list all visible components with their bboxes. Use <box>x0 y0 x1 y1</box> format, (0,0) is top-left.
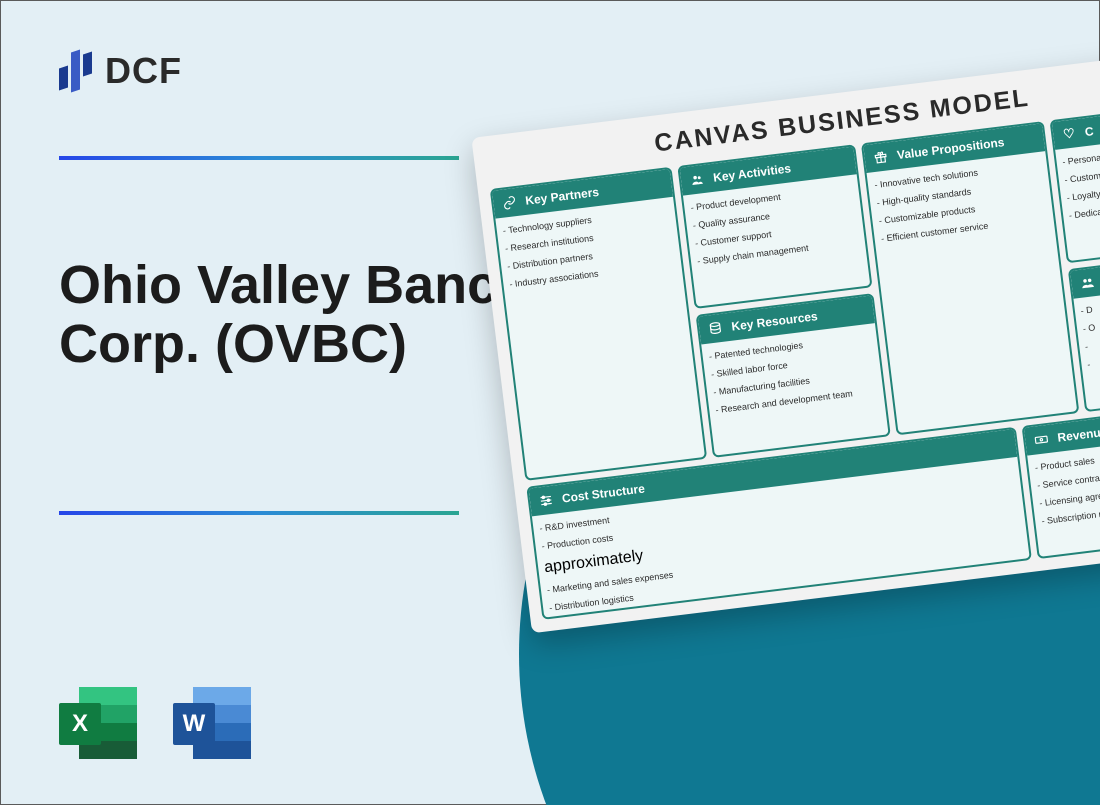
block-key-resources: Key Resources - Patented technologies - … <box>696 293 891 458</box>
block-value-propositions: Value Propositions - Innovative tech sol… <box>861 121 1079 435</box>
business-model-canvas: CANVAS BUSINESS MODEL Key Partners - Tec… <box>471 48 1100 633</box>
block-title: Revenue S <box>1057 423 1100 444</box>
users-icon <box>1078 274 1096 292</box>
excel-letter: X <box>59 703 101 745</box>
page-root: DCF Ohio Valley Banc Corp. (OVBC) X W CA… <box>0 0 1100 805</box>
excel-icon: X <box>59 687 137 759</box>
block-title: Key Partners <box>525 185 600 208</box>
logo-bars-icon <box>59 46 95 96</box>
word-icon: W <box>173 687 251 759</box>
sliders-icon <box>537 492 555 510</box>
people-icon <box>688 171 706 189</box>
link-icon <box>501 194 519 212</box>
block-title: Key Resources <box>731 309 819 333</box>
word-letter: W <box>173 703 215 745</box>
block-title: Key Activities <box>712 161 791 184</box>
cash-icon <box>1033 431 1051 449</box>
page-title: Ohio Valley Banc Corp. (OVBC) <box>59 256 539 375</box>
dcf-logo: DCF <box>59 46 182 96</box>
divider-top <box>59 156 459 160</box>
heart-icon: ♡ <box>1060 125 1078 143</box>
block-key-activities: Key Activities - Product development - Q… <box>678 144 873 309</box>
block-title: Cost Structure <box>561 481 645 505</box>
block-key-partners: Key Partners - Technology suppliers - Re… <box>490 167 708 481</box>
block-revenue-streams: Revenue S - Product sales - Service cont… <box>1022 400 1100 559</box>
logo-text: DCF <box>105 50 182 92</box>
divider-bottom <box>59 511 459 515</box>
gift-icon <box>872 148 890 166</box>
file-icons-row: X W <box>59 687 251 759</box>
block-title: C <box>1084 124 1094 139</box>
database-icon <box>707 320 725 338</box>
